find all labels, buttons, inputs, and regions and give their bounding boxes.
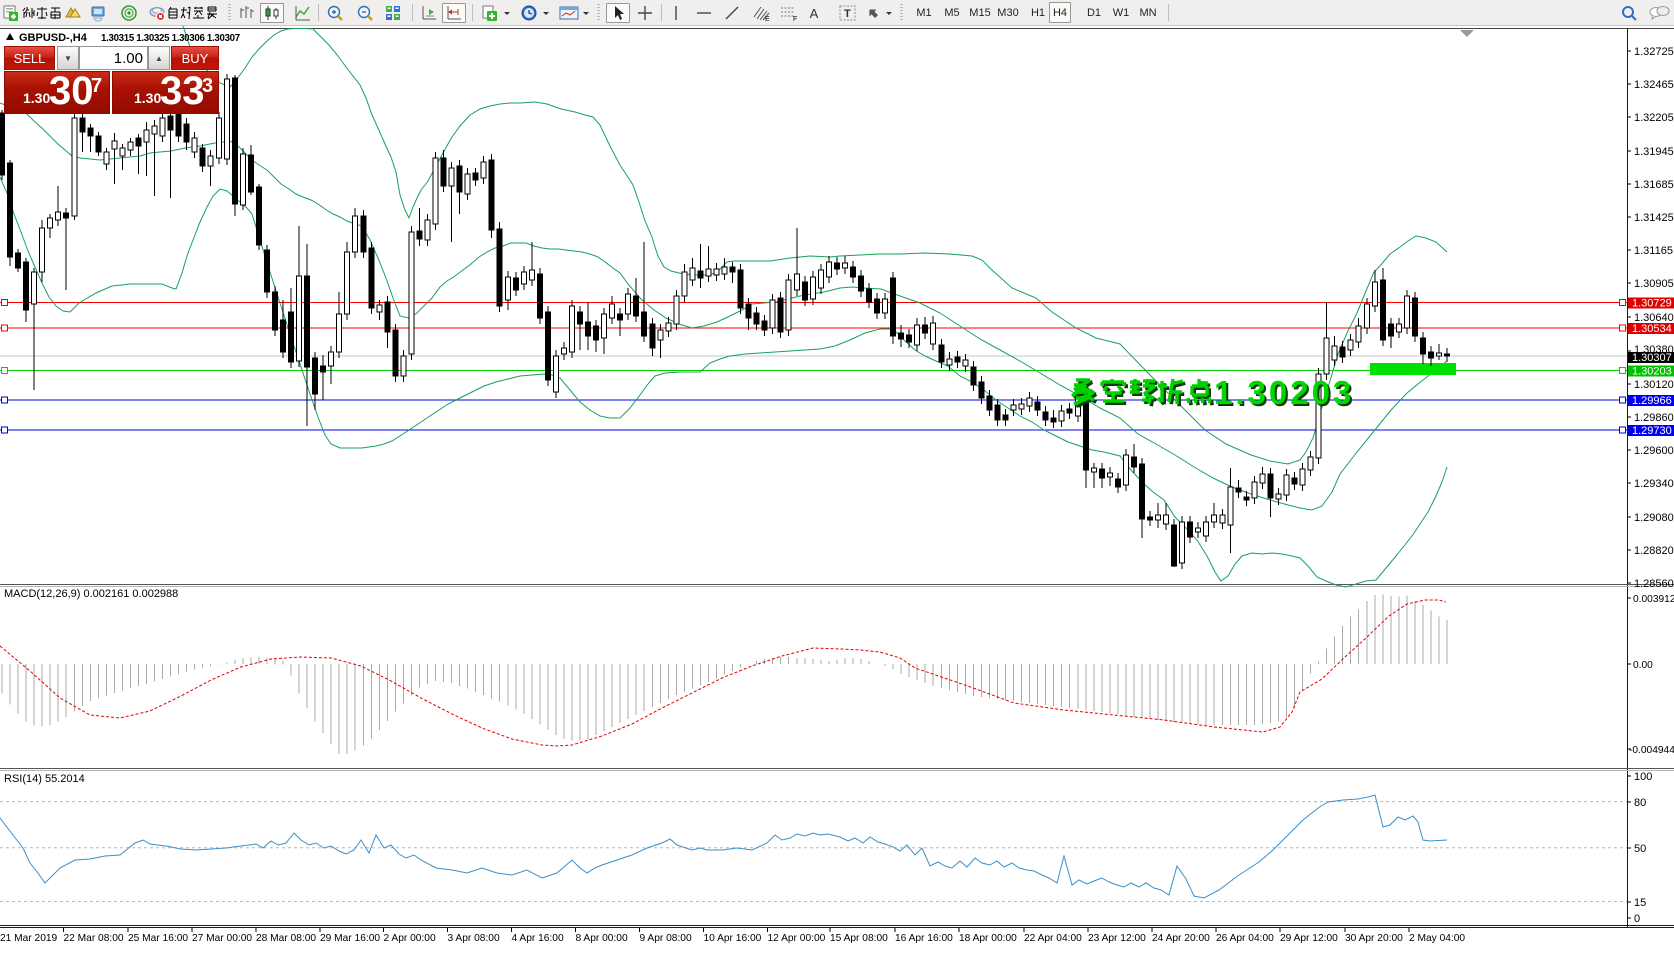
svg-text:15 Apr 08:00: 15 Apr 08:00 [830,933,888,944]
svg-text:25 Mar 16:00: 25 Mar 16:00 [128,933,188,944]
svg-text:24 Apr 20:00: 24 Apr 20:00 [1152,933,1210,944]
svg-text:1.30315 1.30325 1.30306 1.3030: 1.30315 1.30325 1.30306 1.30307 [101,33,240,44]
svg-text:1.29600: 1.29600 [1634,445,1674,457]
svg-text:1.32725: 1.32725 [1634,46,1674,58]
svg-text:29 Mar 16:00: 29 Mar 16:00 [320,933,380,944]
svg-text:1.32465: 1.32465 [1634,79,1674,91]
svg-text:GBPUSD-,H4: GBPUSD-,H4 [19,32,88,44]
svg-text:1.31685: 1.31685 [1634,179,1674,191]
svg-text:1.29340: 1.29340 [1634,478,1674,490]
svg-text:-0.004944: -0.004944 [1629,745,1674,756]
svg-text:1.30534: 1.30534 [1632,323,1672,335]
svg-text:1.30120: 1.30120 [1634,379,1674,391]
svg-text:1.30905: 1.30905 [1634,278,1674,290]
svg-text:1.31165: 1.31165 [1634,245,1673,257]
svg-text:1.32205: 1.32205 [1634,112,1674,124]
svg-text:1.29860: 1.29860 [1634,412,1674,424]
svg-text:100: 100 [1634,771,1652,783]
svg-text:1.29730: 1.29730 [1632,425,1672,437]
svg-text:1.31425: 1.31425 [1634,212,1674,224]
svg-text:23 Apr 12:00: 23 Apr 12:00 [1088,933,1146,944]
svg-text:9 Apr 08:00: 9 Apr 08:00 [640,933,692,944]
svg-text:1.30640: 1.30640 [1634,312,1674,324]
svg-text:2 Apr 00:00: 2 Apr 00:00 [384,933,436,944]
svg-text:29 Apr 12:00: 29 Apr 12:00 [1280,933,1338,944]
svg-text:22 Apr 04:00: 22 Apr 04:00 [1024,933,1082,944]
svg-text:0.003912: 0.003912 [1633,594,1674,605]
svg-text:T: T [844,8,851,20]
svg-text:2 May 04:00: 2 May 04:00 [1409,933,1465,944]
svg-text:MACD(12,26,9) 0.002161 0.00298: MACD(12,26,9) 0.002161 0.002988 [4,588,178,600]
svg-text:RSI(14) 55.2014: RSI(14) 55.2014 [4,773,85,785]
svg-text:12 Apr 00:00: 12 Apr 00:00 [768,933,826,944]
svg-text:27 Mar 00:00: 27 Mar 00:00 [192,933,252,944]
svg-text:0: 0 [1634,913,1640,925]
svg-text:F: F [793,16,797,22]
svg-text:1.28560: 1.28560 [1634,578,1674,590]
svg-text:0.00: 0.00 [1633,660,1653,671]
svg-text:18 Apr 00:00: 18 Apr 00:00 [959,933,1017,944]
svg-text:1.30203: 1.30203 [1632,366,1672,378]
svg-text:1.28820: 1.28820 [1634,545,1674,557]
svg-text:1.30203: 1.30203 [1214,374,1354,411]
svg-text:28 Mar 08:00: 28 Mar 08:00 [256,933,316,944]
svg-text:1.30307: 1.30307 [1632,352,1672,364]
svg-text:80: 80 [1634,797,1646,809]
svg-text:1.29966: 1.29966 [1632,395,1672,407]
svg-text:3 Apr 08:00: 3 Apr 08:00 [448,933,500,944]
svg-text:E: E [765,16,770,22]
svg-text:26 Apr 04:00: 26 Apr 04:00 [1216,933,1274,944]
svg-text:22 Mar 08:00: 22 Mar 08:00 [64,933,124,944]
svg-text:21 Mar 2019: 21 Mar 2019 [0,933,58,944]
svg-text:1.31945: 1.31945 [1634,146,1674,158]
svg-text:15: 15 [1634,897,1646,909]
svg-text:4 Apr 16:00: 4 Apr 16:00 [512,933,564,944]
svg-text:1.29080: 1.29080 [1634,512,1674,524]
svg-text:1.30729: 1.30729 [1632,298,1672,310]
svg-text:30 Apr 20:00: 30 Apr 20:00 [1345,933,1403,944]
svg-text:50: 50 [1634,843,1646,855]
svg-text:16 Apr 16:00: 16 Apr 16:00 [895,933,953,944]
svg-text:10 Apr 16:00: 10 Apr 16:00 [704,933,762,944]
svg-text:1.30203: 1.30203 [1216,376,1356,413]
svg-text:8 Apr 00:00: 8 Apr 00:00 [576,933,628,944]
